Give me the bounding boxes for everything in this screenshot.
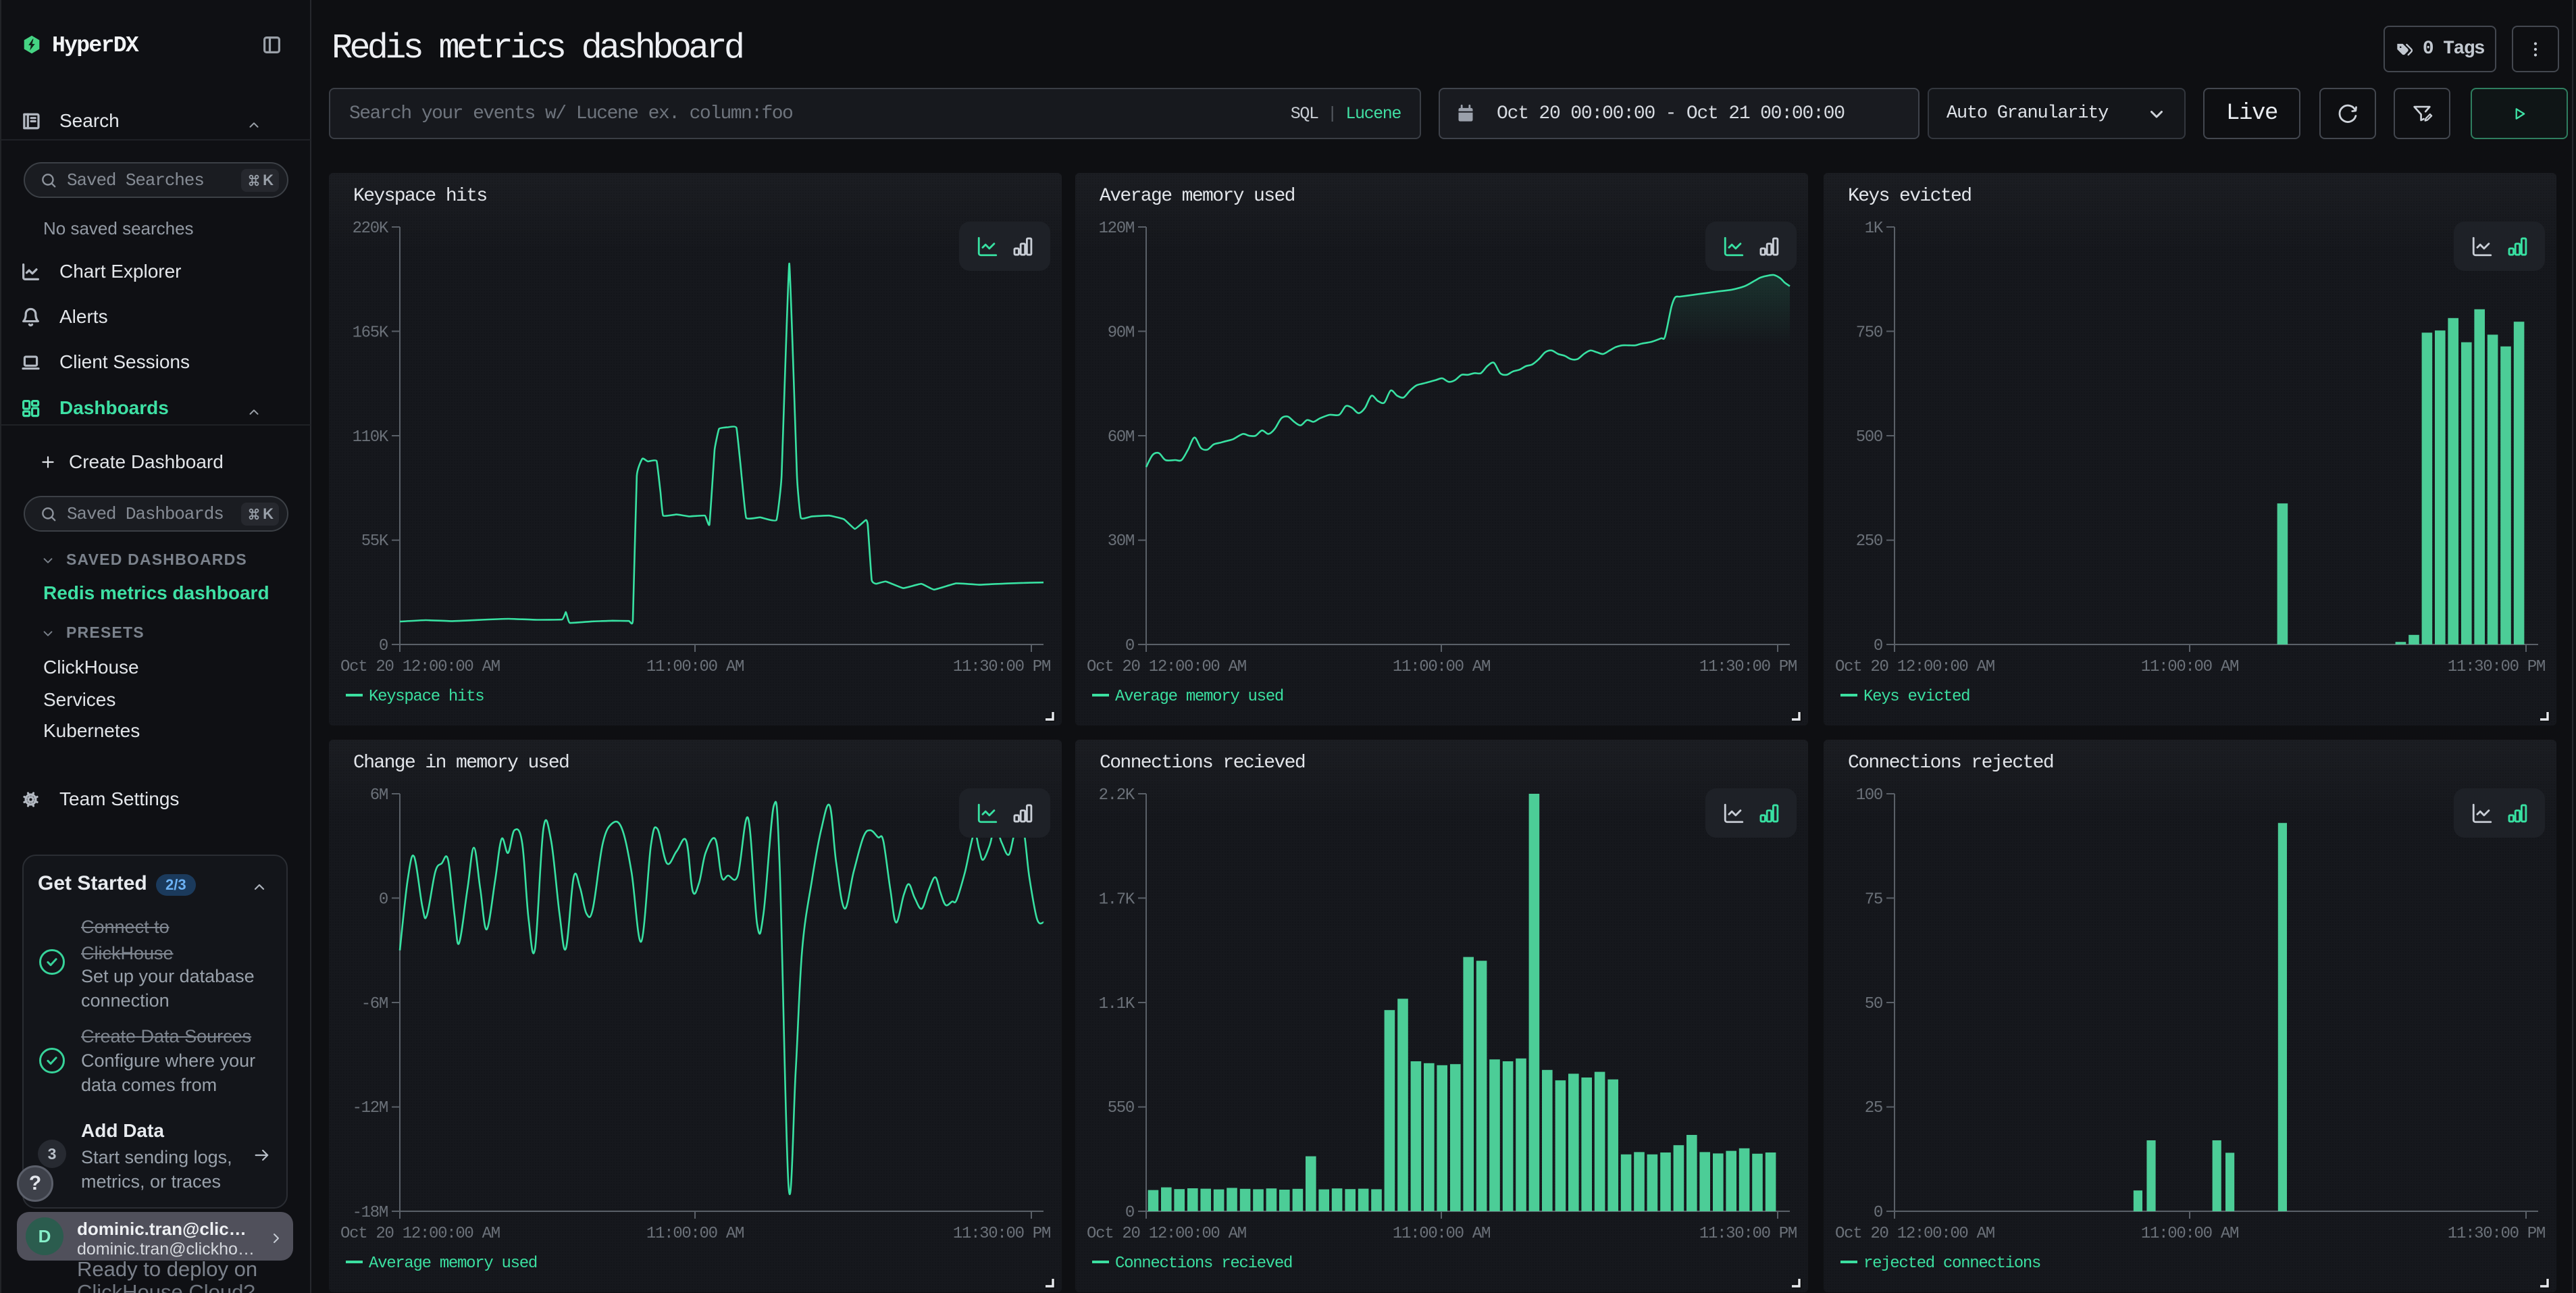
svg-text:220K: 220K bbox=[353, 220, 389, 238]
svg-text:-12M: -12M bbox=[353, 1099, 388, 1117]
svg-text:250: 250 bbox=[1856, 532, 1882, 551]
svg-text:120M: 120M bbox=[1099, 220, 1134, 238]
svg-text:75: 75 bbox=[1865, 890, 1882, 909]
svg-text:0: 0 bbox=[1125, 1204, 1134, 1222]
svg-text:Average memory used: Average memory used bbox=[369, 1254, 537, 1273]
svg-text:Keyspace hits: Keyspace hits bbox=[369, 688, 484, 706]
svg-text:0: 0 bbox=[1874, 637, 1882, 655]
svg-text:11:00:00 AM: 11:00:00 AM bbox=[646, 658, 744, 676]
svg-text:11:00:00 AM: 11:00:00 AM bbox=[1393, 1225, 1490, 1243]
svg-text:0: 0 bbox=[379, 637, 388, 655]
svg-text:1.1K: 1.1K bbox=[1099, 995, 1135, 1013]
svg-text:55K: 55K bbox=[361, 532, 389, 551]
svg-text:Average memory used: Average memory used bbox=[1115, 688, 1283, 706]
svg-text:165K: 165K bbox=[353, 324, 389, 342]
svg-text:rejected connections: rejected connections bbox=[1863, 1254, 2040, 1273]
svg-text:Oct 20 12:00:00 AM: Oct 20 12:00:00 AM bbox=[340, 658, 500, 676]
svg-text:0: 0 bbox=[1125, 637, 1134, 655]
svg-text:Connections recieved: Connections recieved bbox=[1115, 1254, 1292, 1273]
svg-text:11:00:00 AM: 11:00:00 AM bbox=[2141, 1225, 2238, 1243]
svg-text:500: 500 bbox=[1856, 428, 1882, 447]
svg-text:100: 100 bbox=[1856, 786, 1882, 805]
svg-text:750: 750 bbox=[1856, 324, 1882, 342]
svg-text:0: 0 bbox=[379, 890, 388, 909]
svg-text:11:30:00 PM: 11:30:00 PM bbox=[1699, 658, 1797, 676]
svg-text:Oct 20 12:00:00 AM: Oct 20 12:00:00 AM bbox=[340, 1225, 500, 1243]
svg-text:-18M: -18M bbox=[353, 1204, 388, 1222]
svg-text:25: 25 bbox=[1865, 1099, 1882, 1117]
svg-text:Oct 20 12:00:00 AM: Oct 20 12:00:00 AM bbox=[1835, 1225, 1994, 1243]
svg-text:11:30:00 PM: 11:30:00 PM bbox=[953, 1225, 1050, 1243]
svg-text:90M: 90M bbox=[1108, 324, 1134, 342]
svg-text:50: 50 bbox=[1865, 995, 1882, 1013]
svg-text:550: 550 bbox=[1108, 1099, 1134, 1117]
svg-text:11:30:00 PM: 11:30:00 PM bbox=[2448, 658, 2545, 676]
svg-text:11:30:00 PM: 11:30:00 PM bbox=[953, 658, 1050, 676]
svg-text:6M: 6M bbox=[370, 786, 388, 805]
svg-text:0: 0 bbox=[1874, 1204, 1882, 1222]
svg-text:2.2K: 2.2K bbox=[1099, 786, 1135, 805]
svg-text:11:00:00 AM: 11:00:00 AM bbox=[1393, 658, 1490, 676]
svg-text:60M: 60M bbox=[1108, 428, 1134, 447]
svg-text:1.7K: 1.7K bbox=[1099, 890, 1135, 909]
svg-text:11:00:00 AM: 11:00:00 AM bbox=[646, 1225, 744, 1243]
svg-text:-6M: -6M bbox=[361, 995, 388, 1013]
svg-text:Oct 20 12:00:00 AM: Oct 20 12:00:00 AM bbox=[1087, 658, 1246, 676]
svg-text:Oct 20 12:00:00 AM: Oct 20 12:00:00 AM bbox=[1087, 1225, 1246, 1243]
svg-text:11:00:00 AM: 11:00:00 AM bbox=[2141, 658, 2238, 676]
svg-text:110K: 110K bbox=[353, 428, 389, 447]
svg-text:1K: 1K bbox=[1865, 220, 1884, 238]
svg-text:30M: 30M bbox=[1108, 532, 1134, 551]
svg-text:11:30:00 PM: 11:30:00 PM bbox=[2448, 1225, 2545, 1243]
svg-text:Keys evicted: Keys evicted bbox=[1863, 688, 1969, 706]
svg-text:11:30:00 PM: 11:30:00 PM bbox=[1699, 1225, 1797, 1243]
svg-text:Oct 20 12:00:00 AM: Oct 20 12:00:00 AM bbox=[1835, 658, 1994, 676]
